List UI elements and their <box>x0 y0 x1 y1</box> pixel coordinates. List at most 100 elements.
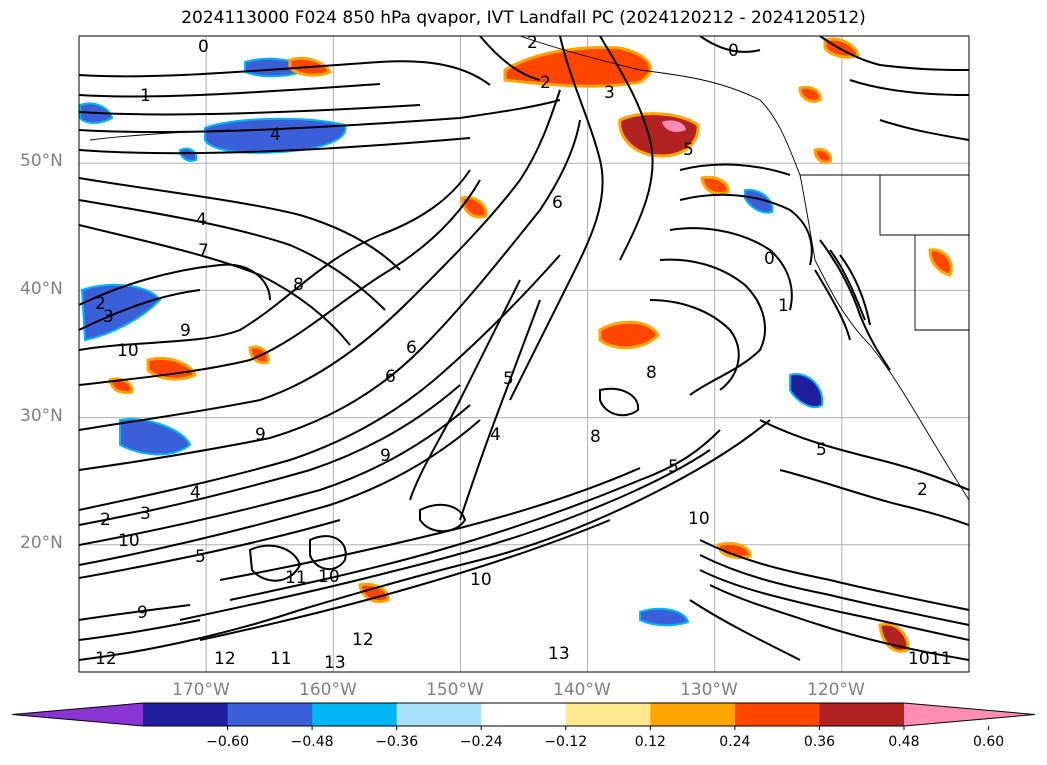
contour-label: 2 <box>95 294 106 314</box>
contour-label: 3 <box>604 83 615 103</box>
contour-label: 2 <box>527 33 538 53</box>
colorbar-tick-label: 0.12 <box>634 734 666 750</box>
colorbar-tick-label: −0.60 <box>206 734 249 750</box>
contour-label: 0 <box>764 249 775 269</box>
contour-label: 2 <box>917 480 928 500</box>
contour-label: 4 <box>490 425 501 445</box>
positive-patch <box>700 175 730 195</box>
lat-tick-label: 40°N <box>20 279 63 299</box>
plot-area: 0 0 1 3 4 5 4 7 8 6 0 1 2 3 10 9 6 8 6 5… <box>79 33 969 673</box>
positive-patch <box>503 45 652 88</box>
contour-label: 0 <box>728 41 739 61</box>
negative-patch <box>178 147 198 162</box>
colorbar-segment <box>312 703 398 726</box>
contour-label: 9 <box>380 446 391 466</box>
colorbar-tick-label: −0.24 <box>459 734 503 750</box>
colorbar-segment <box>734 703 820 726</box>
colorbar-segment <box>650 703 736 726</box>
contour-labels: 0 0 1 3 4 5 4 7 8 6 0 1 2 3 10 9 6 8 6 5… <box>95 33 952 673</box>
negative-patch <box>639 607 690 627</box>
colorbar-tick-label: −0.12 <box>544 734 588 750</box>
positive-patch <box>598 320 660 350</box>
colorbar-segment <box>143 703 229 726</box>
contour-label: 13 <box>324 653 346 673</box>
negative-patch <box>744 188 774 214</box>
contour-label: 9 <box>255 425 266 445</box>
contour-label: 6 <box>552 193 563 213</box>
negative-patch <box>789 373 824 409</box>
plot-frame <box>78 35 970 673</box>
positive-patch <box>146 356 197 381</box>
contour-label: 7 <box>198 241 209 261</box>
contour-label: 5 <box>816 440 827 460</box>
contour-label: 10 <box>470 570 492 590</box>
contour-label: 8 <box>293 275 304 295</box>
positive-patch <box>813 147 833 164</box>
contour-label: 12 <box>95 649 117 669</box>
colorbar-tick-label: −0.36 <box>375 734 419 750</box>
contour-label: 5 <box>503 369 514 389</box>
positive-patch <box>798 85 822 103</box>
contour-label: 10 <box>688 509 710 529</box>
colorbar-tick-label: 0.60 <box>972 734 1005 750</box>
lon-tick-label: 170°W <box>172 680 230 700</box>
gridlines <box>79 36 969 672</box>
colorbar-tick-label: −0.48 <box>290 734 334 750</box>
contour-label: 13 <box>548 644 570 664</box>
contour-label: 0 <box>198 37 209 57</box>
contour-label: 3 <box>140 504 151 524</box>
lon-tick-label: 160°W <box>299 680 357 700</box>
contour-label: 10 <box>908 649 930 669</box>
colorbar <box>11 702 1036 730</box>
lon-tick-label: 120°W <box>807 680 865 700</box>
contour-label: 1 <box>140 86 151 106</box>
contour-label: 4 <box>196 210 207 230</box>
contour-label: 12 <box>352 630 374 650</box>
lat-tick-label: 30°N <box>20 406 63 426</box>
contour-label: 4 <box>190 483 201 503</box>
colorbar-extend-high <box>904 703 1035 726</box>
colorbar-segment <box>565 703 651 726</box>
contour-label: 6 <box>385 367 396 387</box>
positive-patch <box>662 120 686 132</box>
contour-label: 9 <box>180 321 191 341</box>
contour-label: 3 <box>103 307 114 327</box>
colorbar-tick-label: 0.48 <box>888 734 920 750</box>
contour-label: 6 <box>406 338 417 358</box>
contour-label: 8 <box>646 363 657 383</box>
colorbar-segment <box>481 703 567 726</box>
colorbar-segment <box>819 703 905 726</box>
lon-tick-label: 130°W <box>680 680 738 700</box>
contour-label: 10 <box>117 341 139 361</box>
contour-label: 5 <box>668 457 679 477</box>
contour-label: 9 <box>137 603 148 623</box>
contour-label: 5 <box>683 140 694 160</box>
positive-patch <box>460 195 488 219</box>
lat-tick-label: 20°N <box>20 533 63 553</box>
positive-patch <box>358 582 390 604</box>
colorbar-outline <box>11 702 1036 727</box>
colorbar-segment <box>396 703 482 726</box>
contour-label: 8 <box>590 427 601 447</box>
contour-label: 11 <box>930 649 952 669</box>
contour-label: 2 <box>100 510 111 530</box>
map-title: 2024113000 F024 850 hPa qvapor, IVT Land… <box>181 8 866 28</box>
contour-label: 2 <box>540 73 551 93</box>
ivt-contour-lines <box>79 36 969 661</box>
positive-patch <box>716 541 752 560</box>
lat-tick-label: 50°N <box>20 151 63 171</box>
lon-tick-label: 140°W <box>553 680 611 700</box>
contour-label: 11 <box>285 568 307 588</box>
contour-label: 5 <box>195 547 206 567</box>
contour-label: 10 <box>118 531 140 551</box>
colorbar-segment <box>227 703 313 726</box>
colorbar-tick-label: 0.36 <box>803 734 836 750</box>
positive-patch <box>928 248 953 277</box>
contour-label: 1 <box>778 296 789 316</box>
contour-label: 11 <box>270 649 292 669</box>
lon-tick-label: 150°W <box>426 680 484 700</box>
contour-label: 4 <box>270 125 281 145</box>
contour-label: 10 <box>318 567 340 587</box>
colorbar-tick-label: 0.24 <box>719 734 751 750</box>
